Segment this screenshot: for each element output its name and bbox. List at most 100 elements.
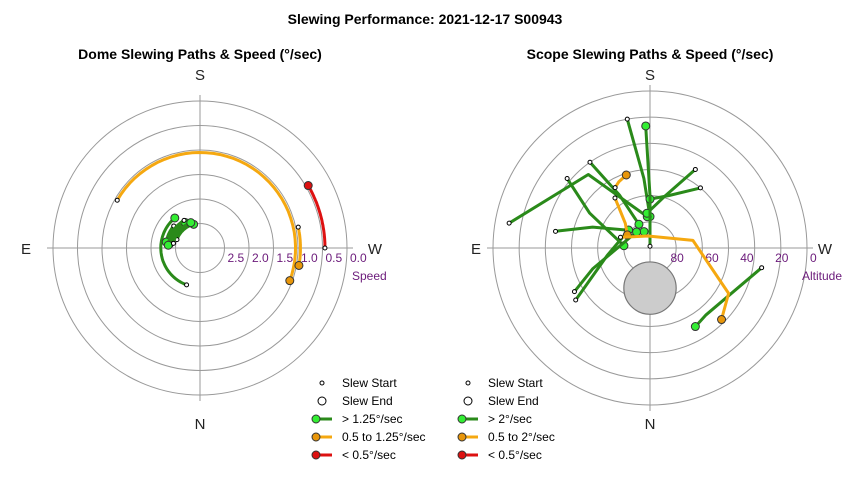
dome-slew-start-marker: [114, 197, 120, 203]
scope-legend-marker: [457, 432, 467, 442]
scope-legend-end-icon: [463, 396, 473, 406]
scope-compass-right: W: [818, 241, 833, 258]
dome-legend-marker: [311, 432, 321, 442]
scope-slew-start-marker: [573, 297, 579, 303]
scope-chart: Scope Slewing Paths & Speed (°/sec) S N …: [457, 46, 842, 462]
scope-legend-label: Slew End: [488, 394, 539, 408]
scope-slew-start-marker: [612, 195, 618, 201]
scope-tick-label: 0: [810, 251, 817, 265]
scope-slew-start-marker: [506, 220, 512, 226]
dome-legend-marker: [311, 450, 321, 460]
dome-slew-start-marker: [181, 217, 187, 223]
dome-slew-path: [172, 221, 193, 245]
scope-slew-path: [648, 186, 702, 201]
scope-slew-path: [693, 266, 764, 329]
scope-legend-label: < 0.5°/sec: [488, 448, 542, 462]
dome-compass-bottom: N: [195, 416, 206, 433]
dome-slew-start-marker: [170, 240, 176, 246]
scope-slew-end-marker: [641, 121, 651, 131]
scope-axis-name: Altitude: [802, 269, 842, 283]
scope-slew-start-marker: [571, 289, 577, 295]
scope-slew-path: [507, 173, 649, 225]
scope-legend-label: 0.5 to 2°/sec: [488, 430, 555, 444]
dome-slew-path: [166, 218, 186, 247]
scope-slew-end-marker: [690, 322, 700, 332]
scope-paths: [506, 116, 765, 332]
dome-slew-path: [306, 184, 327, 250]
scope-slew-end-marker: [634, 219, 644, 229]
scope-slew-start-marker: [612, 185, 618, 191]
dome-grid: [47, 95, 353, 401]
scope-slew-start-marker: [564, 175, 570, 181]
scope-slew-start-marker: [697, 185, 703, 191]
dome-slew-path: [159, 216, 189, 287]
scope-slew-end-marker: [621, 170, 631, 180]
dome-slew-start-marker: [322, 245, 328, 251]
scope-slew-path: [565, 177, 626, 248]
dome-legend-marker: [311, 414, 321, 424]
dome-compass-left: E: [21, 241, 31, 258]
scope-tick-label: 20: [775, 251, 789, 265]
dome-axis-name: Speed: [352, 269, 387, 283]
scope-slew-end-marker: [717, 315, 727, 325]
dome-slew-end-marker: [186, 218, 196, 228]
scope-slew-path: [573, 230, 638, 294]
dome-legend-label: Slew End: [342, 394, 393, 408]
scope-slew-start-marker: [553, 228, 559, 234]
dome-legend-label: > 1.25°/sec: [342, 412, 403, 426]
scope-compass-top: S: [645, 67, 655, 84]
dome-slew-path: [115, 151, 297, 283]
scope-moon-layer: [623, 261, 677, 315]
scope-tick-label: 80: [670, 251, 684, 265]
scope-slew-start-marker: [647, 243, 653, 249]
scope-slew-start-marker: [692, 166, 698, 172]
scope-slew-path: [574, 228, 631, 302]
scope-slew-path: [625, 117, 652, 219]
dome-slew-end-marker: [170, 213, 180, 223]
dome-compass-top: S: [195, 67, 205, 84]
scope-legend: Slew Start Slew End > 2°/sec 0.5 to 2°/sec <…: [457, 376, 555, 462]
scope-compass-left: E: [471, 241, 481, 258]
scope-slew-path: [588, 160, 641, 226]
scope-legend-label: Slew Start: [488, 376, 543, 390]
dome-tick-label: 2.0: [252, 251, 269, 265]
scope-slew-start-marker: [587, 159, 593, 165]
dome-slew-end-marker: [303, 181, 313, 191]
figure-title: Slewing Performance: 2021-12-17 S00943: [288, 11, 563, 27]
scope-chart-title: Scope Slewing Paths & Speed (°/sec): [527, 46, 774, 62]
dome-slew-end-marker: [285, 276, 295, 286]
dome-legend-label: Slew Start: [342, 376, 397, 390]
dome-paths: [114, 151, 328, 288]
scope-slew-start-marker: [617, 234, 623, 240]
scope-slew-path: [644, 124, 652, 248]
moon-disk: [623, 261, 677, 315]
dome-slew-end-marker: [163, 240, 173, 250]
dome-tick-label: 1.0: [301, 251, 318, 265]
dome-chart-title: Dome Slewing Paths & Speed (°/sec): [78, 46, 322, 62]
dome-tick-label: 1.5: [277, 251, 294, 265]
scope-slew-end-marker: [639, 227, 649, 237]
dome-legend-label: < 0.5°/sec: [342, 448, 396, 462]
scope-slew-path: [619, 234, 731, 321]
dome-slew-start-marker: [295, 224, 301, 230]
scope-compass-bottom: N: [645, 416, 656, 433]
scope-legend-label: > 2°/sec: [488, 412, 532, 426]
dome-slew-end-marker: [294, 260, 304, 270]
dome-legend-label: 0.5 to 1.25°/sec: [342, 430, 426, 444]
scope-slew-end-marker: [632, 227, 642, 237]
dome-chart: Dome Slewing Paths & Speed (°/sec) S N E…: [21, 46, 426, 462]
scope-slew-start-marker: [759, 265, 765, 271]
dome-legend-end-icon: [317, 396, 327, 406]
scope-legend-marker: [457, 414, 467, 424]
dome-tick-label: 2.5: [228, 251, 245, 265]
dome-compass-right: W: [368, 241, 383, 258]
dome-legend: Slew Start Slew End > 1.25°/sec 0.5 to 1.25…: [311, 376, 426, 462]
dome-radial-ticks: 0.0 0.5 1.0 1.5 2.0 2.5: [228, 251, 368, 265]
dome-slew-start-marker: [184, 282, 190, 288]
dome-slew-path: [169, 221, 187, 247]
dome-tick-label: 0.0: [350, 251, 367, 265]
dome-tick-label: 0.5: [326, 251, 343, 265]
scope-slew-start-marker: [624, 116, 630, 122]
